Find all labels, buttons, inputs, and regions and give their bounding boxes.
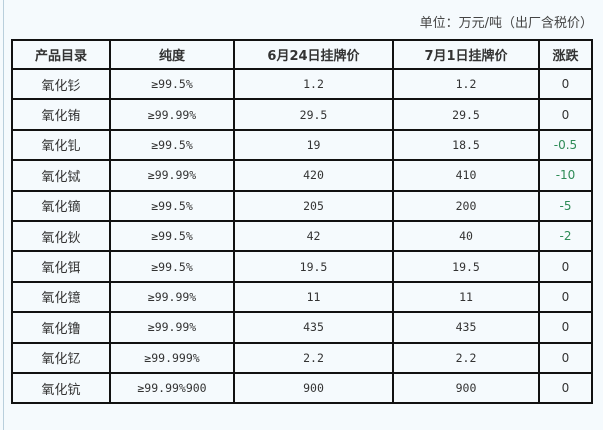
purity-cell: ≥99.99% [109, 280, 235, 314]
change-cell: 0 [538, 250, 593, 283]
table-row: 氧化钬 ≥99.5% 42 40 -2 [11, 219, 593, 253]
table-row: 氧化钇 ≥99.999% 2.2 2.2 0 [11, 341, 593, 374]
product-name-cell: 氧化钬 [11, 219, 111, 253]
price-jul1-cell: 410 [392, 159, 540, 192]
price-jun24-cell: 2.2 [233, 341, 394, 374]
price-jul1-cell: 2.2 [392, 341, 540, 374]
product-name-cell: 氧化镱 [11, 280, 111, 314]
unit-note: 单位：万元/吨（出厂含税价） [419, 16, 593, 31]
price-jun24-cell: 205 [233, 189, 394, 222]
table-row: 氧化铽 ≥99.99% 420 410 -10 [11, 159, 593, 192]
price-jun24-cell: 11 [233, 280, 394, 314]
change-cell: 0 [538, 98, 593, 131]
header-row: 产品目录 纯度 6月24日挂牌价 7月1日挂牌价 涨跌 [11, 39, 593, 70]
purity-cell: ≥99.99%900 [109, 371, 235, 405]
product-name-cell: 氧化钪 [11, 371, 111, 405]
price-jun24-cell: 42 [233, 219, 394, 253]
purity-cell: ≥99.5% [109, 219, 235, 253]
price-jul1-cell: 19.5 [392, 250, 540, 283]
price-jul1-cell: 1.2 [392, 67, 540, 101]
product-name-cell: 氧化钐 [11, 67, 111, 101]
price-jul1-cell: 900 [392, 371, 540, 405]
price-jul1-cell: 40 [392, 219, 540, 253]
column-header: 涨跌 [538, 39, 593, 70]
price-jun24-cell: 29.5 [233, 98, 394, 131]
price-jul1-cell: 18.5 [392, 128, 540, 162]
table-row: 氧化铒 ≥99.5% 19.5 19.5 0 [11, 250, 593, 283]
change-cell: 0 [538, 311, 593, 344]
price-jul1-cell: 11 [392, 280, 540, 314]
price-jul1-cell: 200 [392, 189, 540, 222]
column-header: 7月1日挂牌价 [392, 39, 540, 70]
change-cell: 0 [538, 280, 593, 314]
product-name-cell: 氧化铒 [11, 250, 111, 283]
product-name-cell: 氧化铽 [11, 159, 111, 192]
product-name-cell: 氧化铕 [11, 98, 111, 131]
price-jun24-cell: 435 [233, 311, 394, 344]
product-name-cell: 氧化镝 [11, 189, 111, 222]
price-table: 产品目录 纯度 6月24日挂牌价 7月1日挂牌价 涨跌 氧化钐 ≥99.5% 1.2 1.2 0… [11, 39, 593, 405]
table-row: 氧化铕 ≥99.99% 29.5 29.5 0 [11, 98, 593, 131]
table-row: 氧化镥 ≥99.99% 435 435 0 [11, 311, 593, 344]
purity-cell: ≥99.5% [109, 128, 235, 162]
product-name-cell: 氧化钇 [11, 341, 111, 374]
page-left-border [3, 0, 4, 430]
purity-cell: ≥99.999% [109, 341, 235, 374]
purity-cell: ≥99.5% [109, 250, 235, 283]
column-header: 6月24日挂牌价 [233, 39, 394, 70]
product-name-cell: 氧化镥 [11, 311, 111, 344]
change-cell: -5 [538, 189, 593, 222]
table-row: 氧化镝 ≥99.5% 205 200 -5 [11, 189, 593, 222]
change-cell: -2 [538, 219, 593, 253]
price-jun24-cell: 420 [233, 159, 394, 192]
price-jun24-cell: 1.2 [233, 67, 394, 101]
column-header: 纯度 [109, 39, 235, 70]
change-cell: -0.5 [538, 128, 593, 162]
purity-cell: ≥99.5% [109, 67, 235, 101]
purity-cell: ≥99.99% [109, 159, 235, 192]
price-jul1-cell: 435 [392, 311, 540, 344]
change-cell: -10 [538, 159, 593, 192]
column-header: 产品目录 [11, 39, 111, 70]
purity-cell: ≥99.99% [109, 98, 235, 131]
product-name-cell: 氧化钆 [11, 128, 111, 162]
purity-cell: ≥99.5% [109, 189, 235, 222]
table-row: 氧化钪 ≥99.99%900 900 900 0 [11, 371, 593, 405]
table-row: 氧化钐 ≥99.5% 1.2 1.2 0 [11, 67, 593, 101]
price-jun24-cell: 900 [233, 371, 394, 405]
price-jul1-cell: 29.5 [392, 98, 540, 131]
price-jun24-cell: 19.5 [233, 250, 394, 283]
table-row: 氧化镱 ≥99.99% 11 11 0 [11, 280, 593, 314]
price-jun24-cell: 19 [233, 128, 394, 162]
purity-cell: ≥99.99% [109, 311, 235, 344]
change-cell: 0 [538, 67, 593, 101]
change-cell: 0 [538, 341, 593, 374]
change-cell: 0 [538, 371, 593, 405]
table-row: 氧化钆 ≥99.5% 19 18.5 -0.5 [11, 128, 593, 162]
